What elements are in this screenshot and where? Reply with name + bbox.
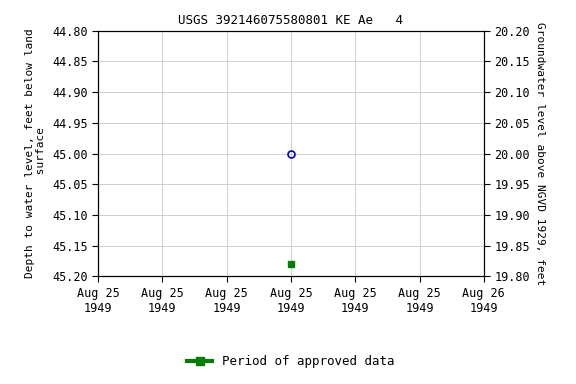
Y-axis label: Depth to water level, feet below land
 surface: Depth to water level, feet below land su…	[25, 29, 46, 278]
Y-axis label: Groundwater level above NGVD 1929, feet: Groundwater level above NGVD 1929, feet	[536, 22, 545, 285]
Legend: Period of approved data: Period of approved data	[182, 351, 400, 374]
Title: USGS 392146075580801 KE Ae   4: USGS 392146075580801 KE Ae 4	[179, 14, 403, 27]
